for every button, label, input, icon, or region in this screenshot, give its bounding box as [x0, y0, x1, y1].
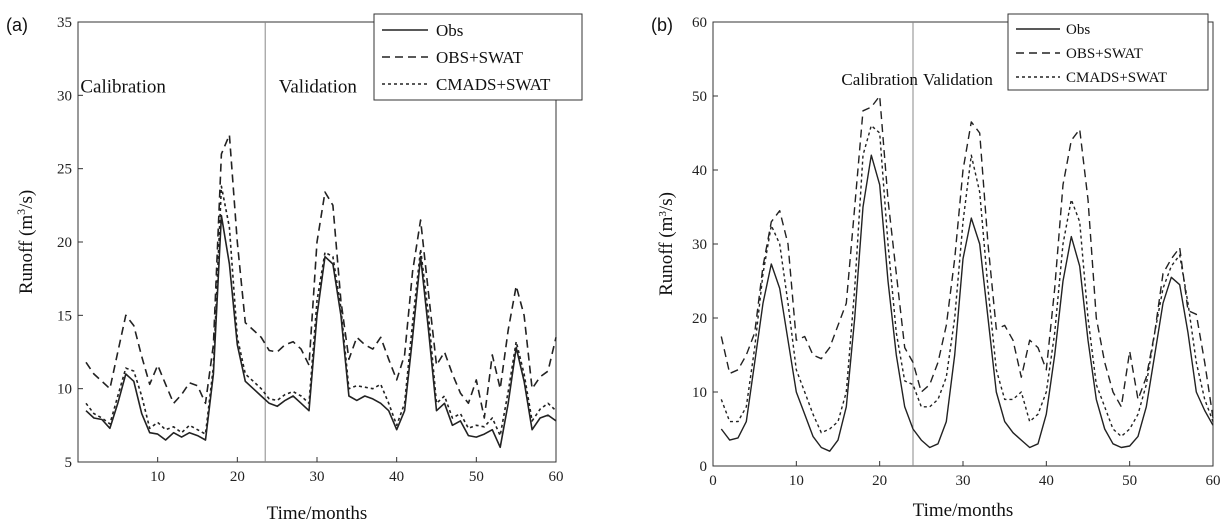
panel-a-y-tick-label: 35	[57, 15, 72, 31]
panel-a-y-axis-title-main: Runoff (m	[16, 215, 37, 295]
panel-a-y-axis-title: Runoff (m3/s)	[14, 190, 37, 294]
panel-b-y-tick-label: 20	[692, 311, 707, 327]
panel-a-y-tick-label: 25	[57, 162, 72, 178]
panel-b-series-obs	[720, 154, 1214, 452]
panel-b-y-tick-label: 50	[692, 89, 707, 105]
panel-a-x-axis-title: Time/months	[267, 503, 368, 524]
panel-a-series-obs	[85, 214, 557, 449]
panel-a-x-tick-label: 60	[549, 469, 564, 485]
panel-b-legend-label-obs-swat: OBS+SWAT	[1066, 46, 1143, 62]
panel-a-x-tick-label: 10	[150, 469, 165, 485]
panel-b-y-axis-title: Runoff (m3/s)	[656, 192, 677, 296]
panel-b-x-tick-label: 30	[956, 473, 971, 489]
panel-b-y-axis-title-main: Runoff (m	[656, 216, 677, 296]
panel-a-x-tick-label: 30	[310, 469, 325, 485]
panel-b-series-obs-swat	[720, 95, 1214, 419]
panel-a-series-obs-swat	[85, 134, 557, 419]
panel-b-x-tick-label: 0	[709, 473, 717, 489]
panel-b-legend: Obs OBS+SWAT CMADS+SWAT	[1007, 13, 1209, 91]
panel-b-annotation-validation: Validation	[923, 70, 993, 89]
panel-b-y-ticks: 0 10 20 30 40 50 60	[692, 15, 718, 475]
panel-a-y-tick-label: 10	[57, 382, 72, 398]
panel-a-y-axis-title-end: /s)	[16, 190, 37, 209]
panel-b-y-axis-title-sup: 3	[657, 211, 669, 217]
panel-b-y-axis-title-end: /s)	[656, 192, 677, 211]
panel-b-x-axis-title: Time/months	[913, 500, 1014, 521]
panel-b-y-tick-label: 0	[700, 459, 708, 475]
panel-b-series-cmads-swat	[720, 124, 1214, 438]
panel-a: (a) 5 10 15 20 25 30 35 10 20 30 40 50 60 Calibrati…	[6, 13, 583, 524]
panel-a-x-tick-label: 20	[230, 469, 245, 485]
panel-b-annotation-calibration: Calibration	[841, 70, 918, 89]
panel-b-x-tick-label: 10	[789, 473, 804, 489]
panel-b-y-tick-label: 30	[692, 237, 707, 253]
panel-a-annotation-calibration: Calibration	[80, 76, 166, 97]
panel-a-legend-label-obs: Obs	[436, 21, 463, 40]
panel-a-legend-label-cmads-swat: CMADS+SWAT	[436, 75, 551, 94]
panel-b-legend-label-obs: Obs	[1066, 22, 1090, 38]
panel-b-y-tick-label: 60	[692, 15, 707, 31]
panel-b-label: (b)	[651, 15, 673, 35]
panel-b-x-tick-label: 50	[1122, 473, 1137, 489]
panel-b-legend-label-cmads-swat: CMADS+SWAT	[1066, 70, 1167, 86]
panel-b-y-tick-label: 10	[692, 385, 707, 401]
panel-a-annotation-validation: Validation	[279, 76, 358, 97]
panel-b-series	[720, 95, 1214, 452]
panel-a-series	[85, 134, 557, 449]
panel-a-x-ticks: 10 20 30 40 50 60	[150, 457, 564, 485]
panel-a-x-tick-label: 50	[469, 469, 484, 485]
panel-a-legend: Obs OBS+SWAT CMADS+SWAT	[373, 13, 583, 101]
panel-b-y-tick-label: 40	[692, 163, 707, 179]
panel-a-x-tick-label: 40	[389, 469, 404, 485]
panel-a-legend-label-obs-swat: OBS+SWAT	[436, 48, 524, 67]
panel-b: (b) 0 10 20 30 40 50 60 0 10 20 30 40 50 60 Calibrat…	[651, 13, 1221, 521]
panel-a-y-tick-label: 15	[57, 308, 72, 324]
panel-b-x-ticks: 0 10 20 30 40 50 60	[709, 461, 1221, 489]
panel-a-y-tick-label: 20	[57, 235, 72, 251]
panel-a-label: (a)	[6, 15, 28, 35]
panel-b-x-tick-label: 40	[1039, 473, 1054, 489]
panel-a-y-tick-label: 30	[57, 88, 72, 104]
panel-b-x-tick-label: 60	[1206, 473, 1221, 489]
panel-a-y-ticks: 5 10 15 20 25 30 35	[57, 15, 83, 471]
panel-a-y-axis-title-sup: 3	[14, 209, 28, 215]
panel-a-y-tick-label: 5	[65, 455, 73, 471]
panel-b-x-tick-label: 20	[872, 473, 887, 489]
panel-a-series-cmads-swat	[85, 185, 557, 437]
